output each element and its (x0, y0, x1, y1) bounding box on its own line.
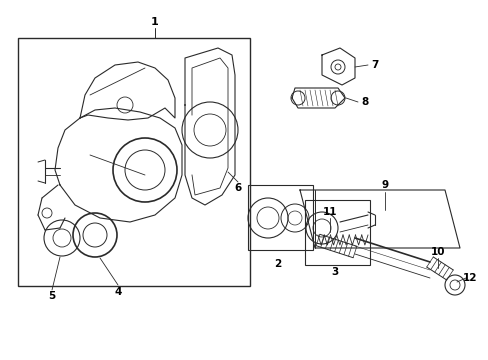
Text: 12: 12 (462, 273, 476, 283)
Text: 2: 2 (274, 259, 281, 269)
Text: 5: 5 (48, 291, 56, 301)
Text: 1: 1 (151, 17, 159, 27)
Text: 11: 11 (322, 207, 337, 217)
Text: 8: 8 (361, 97, 368, 107)
Bar (247, 185, 312, 250)
Text: 7: 7 (370, 60, 378, 70)
Text: 9: 9 (381, 180, 388, 190)
Text: 10: 10 (430, 247, 445, 257)
Text: 6: 6 (234, 183, 241, 193)
Text: 4: 4 (114, 287, 122, 297)
Text: 3: 3 (331, 267, 338, 277)
Circle shape (330, 60, 345, 74)
Bar (18, 38, 249, 286)
Bar (305, 200, 369, 265)
